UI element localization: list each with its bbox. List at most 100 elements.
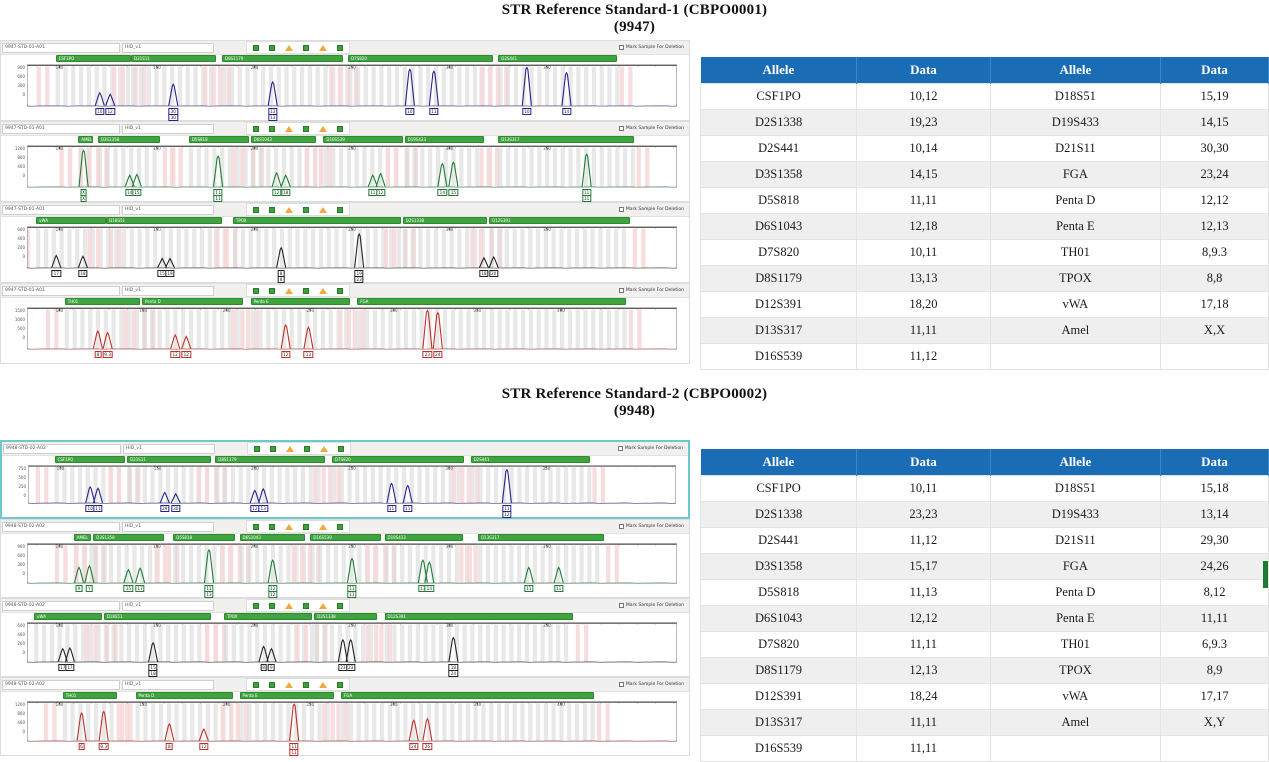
locus-marker-bar[interactable]: D7S820 (348, 55, 494, 62)
mark-sample-checkbox[interactable] (618, 288, 624, 293)
locus-marker-bar[interactable]: D18S51 (103, 613, 211, 620)
x-axis-label: 300 (445, 623, 454, 628)
locus-marker-bar[interactable]: D2S1338 (314, 613, 377, 620)
trace-plot-svg (27, 306, 677, 351)
allele-cell: TPOX (989, 657, 1162, 684)
locus-marker-bar[interactable]: D18S51 (106, 217, 222, 224)
allele-cell: D3S1358 (699, 161, 858, 188)
allele-call-label: 14 (424, 585, 435, 592)
locus-marker-bar[interactable]: D6S1043 (250, 136, 317, 143)
allele-cell (989, 735, 1162, 762)
locus-marker-bar[interactable]: Penta E (250, 298, 351, 305)
mark-sample-checkbox[interactable] (618, 45, 624, 50)
locus-marker-bar[interactable]: TPOX (233, 217, 401, 224)
allele-cell: vWA (989, 291, 1162, 318)
locus-marker-bar[interactable]: D2S1338 (402, 217, 488, 224)
locus-marker-bar[interactable]: vWA (34, 613, 103, 620)
allele-call-label: 30 (168, 114, 178, 121)
mark-sample-checkbox[interactable] (618, 603, 624, 608)
status-warning-icon (319, 125, 327, 132)
status-ok-icon (303, 602, 309, 609)
locus-marker-bar[interactable]: D8S1179 (222, 55, 343, 62)
locus-marker-bar[interactable]: Penta D (142, 298, 244, 305)
allele-label-strip: 17 18 15 19 8 8 19 23 18 20 (27, 270, 677, 283)
data-cell: 11,11 (856, 735, 991, 762)
mark-sample-checkbox[interactable] (618, 207, 624, 212)
sample-tag-label: HID_v1 (123, 443, 215, 454)
locus-marker-bar[interactable]: CSF1PO (55, 55, 131, 62)
allele-cell: D12S391 (699, 683, 858, 710)
status-warning-icon (319, 523, 327, 530)
electropherogram-panel: 9947-STD-01-A01 HID_v1 Mark Sample For Del… (0, 40, 690, 121)
locus-marker-bar[interactable]: D5S818 (173, 534, 235, 541)
locus-marker-bar[interactable]: TH01 (64, 298, 141, 305)
allele-call-label: 24 (409, 743, 419, 750)
trace-plot: 100 150 200 250 300 350 (28, 464, 676, 505)
allele-call-label: 11 (524, 585, 534, 592)
allele-cell: D21S11 (989, 135, 1162, 162)
data-cell: 8,9 (1160, 657, 1269, 684)
allele-call-label: 23 (346, 664, 356, 671)
locus-marker-bar[interactable]: D13S317 (478, 534, 604, 541)
locus-marker-bar[interactable]: AMEL (78, 136, 94, 143)
allele-table-head: Allele Data Allele Data (700, 57, 1269, 84)
data-cell: 10,11 (856, 239, 991, 266)
y-axis-label: 600 (17, 553, 25, 558)
locus-marker-bar[interactable]: vWA (36, 217, 107, 224)
locus-marker-bar[interactable]: D2S441 (498, 55, 618, 62)
mark-sample-checkbox[interactable] (617, 446, 623, 451)
allele-table-head: Allele Data Allele Data (700, 449, 1269, 476)
locus-marker-bar[interactable]: FGA (340, 692, 595, 699)
locus-marker-bar[interactable]: D3S1358 (97, 136, 161, 143)
locus-marker-bar[interactable]: D21S11 (131, 55, 216, 62)
locus-marker-bar[interactable]: D3S1358 (93, 534, 165, 541)
locus-marker-bar[interactable]: D7S820 (331, 456, 465, 463)
status-ok-icon (337, 206, 343, 213)
mark-sample-control: Mark Sample For Deletion (618, 45, 684, 50)
marker-row: CSF1PO D21S11 D8S1179 D7S820 D2S441 (28, 456, 676, 463)
y-axis-label: 1200 (14, 146, 25, 151)
locus-marker-bar[interactable]: FGA (357, 298, 627, 305)
locus-marker-bar[interactable]: D13S317 (498, 136, 635, 143)
locus-marker-bar[interactable]: TH01 (62, 692, 118, 699)
y-axis-label: 900 (17, 544, 25, 549)
mark-sample-checkbox[interactable] (618, 126, 624, 131)
locus-marker-bar[interactable]: TPOX (223, 613, 313, 620)
allele-call-label: 23 (354, 276, 364, 283)
x-axis-label: 350 (543, 544, 551, 549)
allele-call-label: X (80, 195, 87, 202)
locus-marker-bar[interactable]: CSF1PO (54, 456, 126, 463)
allele-table-header: Data (1160, 57, 1269, 84)
locus-marker-bar[interactable]: D8S1179 (215, 456, 326, 463)
locus-marker-bar[interactable]: AMEL (73, 534, 92, 541)
x-axis-label: 300 (445, 227, 454, 232)
electropherogram-stack: 9948-STD-02-A02 HID_v1 Mark Sample For Del… (0, 440, 690, 756)
locus-marker-bar[interactable]: D16S539 (323, 136, 403, 143)
mark-sample-checkbox[interactable] (618, 682, 624, 687)
locus-marker-bar[interactable]: D19S433 (404, 136, 484, 143)
locus-marker-bar[interactable]: D5S818 (188, 136, 249, 143)
electropherogram-panel: 9947-STD-01-A01 HID_v1 Mark Sample For Del… (0, 121, 690, 202)
allele-cell: TH01 (989, 631, 1162, 658)
locus-marker-bar[interactable]: D16S539 (310, 534, 381, 541)
locus-marker-bar[interactable]: D2S441 (470, 456, 590, 463)
status-warning-icon (319, 44, 327, 51)
status-ok-icon (269, 287, 275, 294)
mark-sample-control: Mark Sample For Deletion (618, 126, 684, 131)
allele-call-label: 12 (170, 351, 180, 358)
status-ok-icon (270, 445, 276, 452)
allele-call-label: 8 (277, 276, 285, 283)
mark-sample-checkbox[interactable] (618, 524, 624, 529)
allele-call-label: 26 (422, 743, 433, 750)
locus-marker-bar[interactable]: D21S11 (127, 456, 212, 463)
locus-marker-bar[interactable]: D19S433 (384, 534, 463, 541)
locus-marker-bar[interactable]: D12S391 (489, 217, 631, 224)
x-axis-label: 250 (348, 544, 356, 549)
locus-marker-bar[interactable]: Penta E (239, 692, 334, 699)
locus-marker-bar[interactable]: D12S391 (384, 613, 573, 620)
y-axis-label: 500 (18, 475, 26, 480)
panel-header: 9948-STD-02-A02 HID_v1 Mark Sample For Del… (1, 678, 689, 692)
locus-marker-bar[interactable]: Penta D (135, 692, 234, 699)
allele-cell: D2S441 (699, 527, 858, 554)
locus-marker-bar[interactable]: D6S1043 (239, 534, 306, 541)
